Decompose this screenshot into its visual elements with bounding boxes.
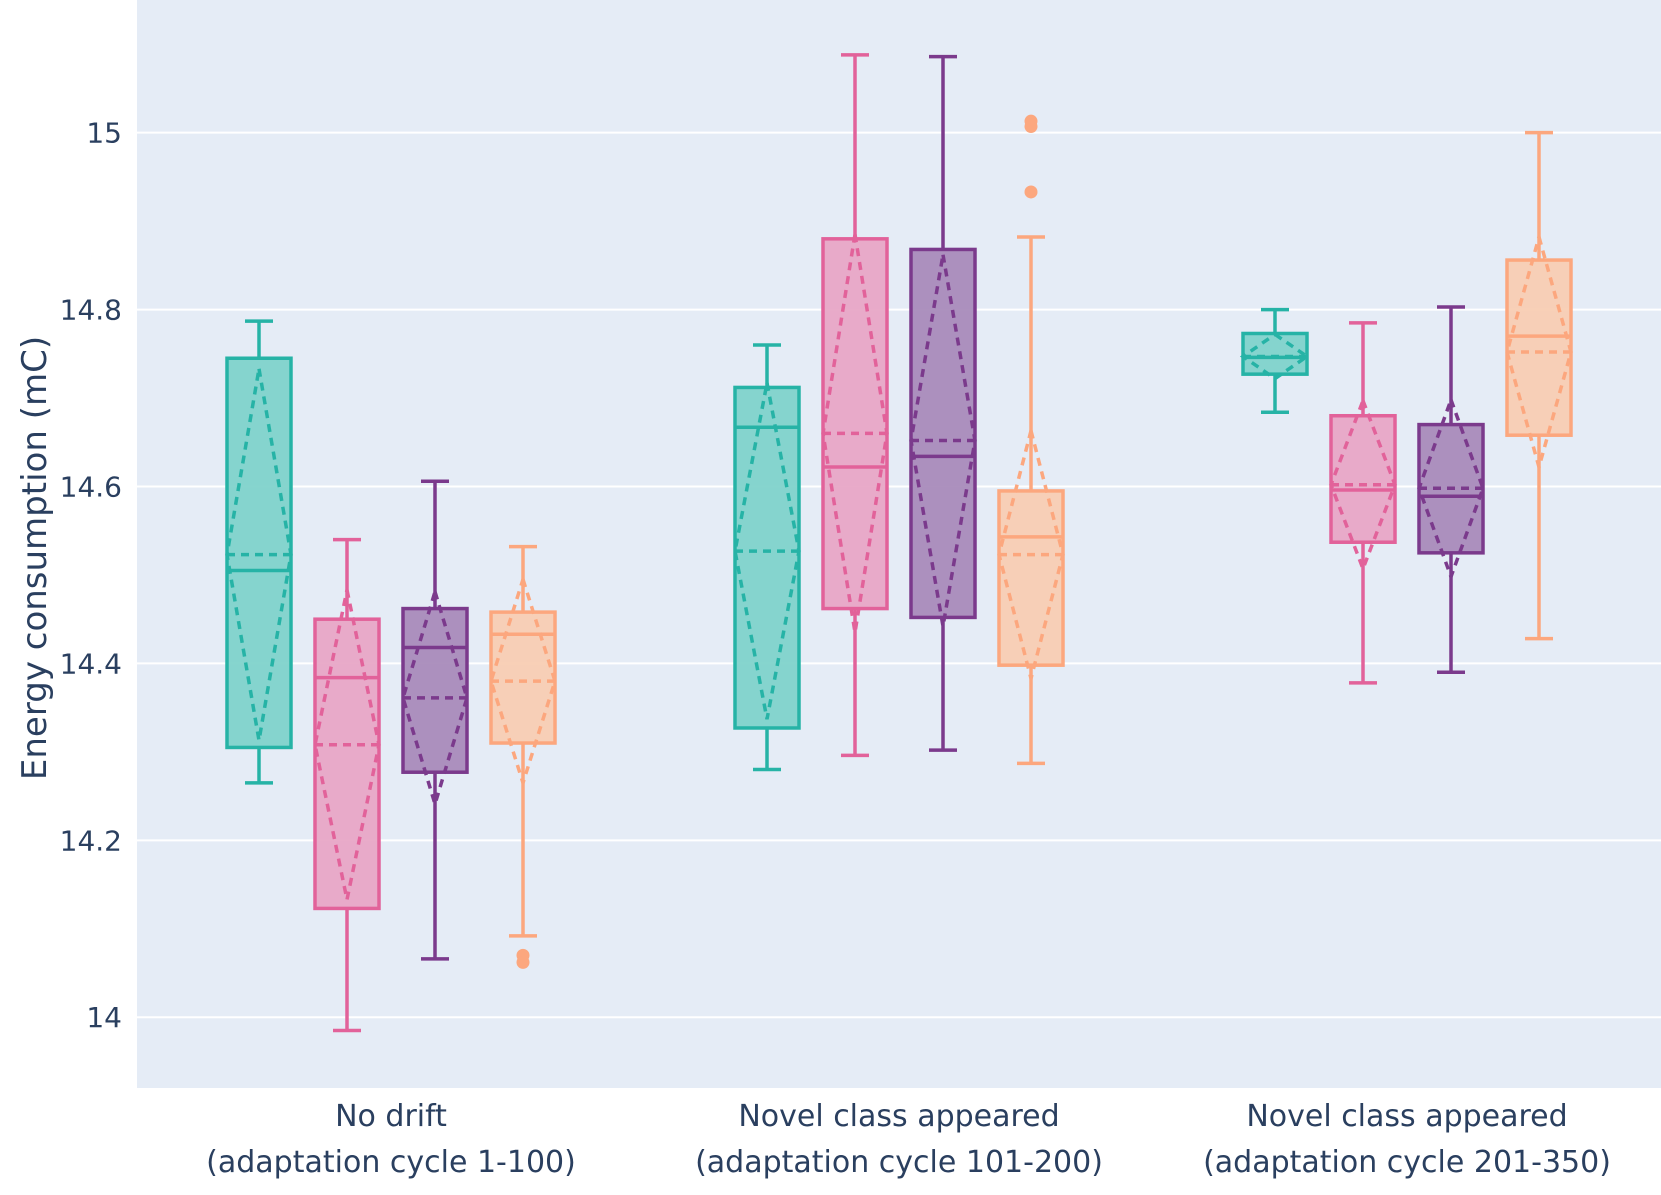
y-tick-label: 14.2 [60,824,122,857]
sd-diamond [1417,394,1485,582]
outlier-point [516,955,530,969]
outlier-point [1024,119,1038,133]
box-series-4-cat-1 [489,544,557,969]
sd-diamond [489,573,557,789]
y-axis-ticks: 14 14.2 14.4 14.6 14.8 15 [60,117,122,1035]
box-body [1241,331,1309,376]
box-body [225,356,293,750]
box-body [313,617,381,911]
sd-diamond [997,423,1065,686]
gridlines [137,131,1661,1019]
y-tick-label: 15 [86,117,122,150]
x-tick-label: (adaptation cycle 1-100) [206,1145,576,1180]
box-body [1329,413,1397,544]
x-tick-label: (adaptation cycle 201-350) [1203,1145,1611,1180]
box-series-2-cat-1 [313,537,381,1033]
y-axis-label: Energy consumption (mC) [15,336,55,780]
sd-diamond [1329,395,1397,574]
y-tick-label: 14.6 [60,471,122,504]
sd-diamond [1505,230,1573,474]
box-series-4-cat-2 [997,114,1065,766]
x-tick-label: Novel class appeared [738,1099,1059,1134]
box-series-2-cat-3 [1329,321,1397,685]
box-body [1505,258,1573,437]
box-body [821,237,889,611]
y-tick-label: 14.4 [60,647,122,680]
box-body [909,247,977,620]
outlier-point [1024,185,1038,199]
y-tick-label: 14 [86,1001,122,1034]
box-body [733,385,801,730]
sd-diamond [1239,332,1311,381]
box-series-3-cat-2 [909,54,977,752]
box-series-4-cat-3 [1505,130,1573,641]
box-series-2-cat-2 [821,53,889,758]
sd-diamond [401,585,469,811]
box-series-1-cat-2 [733,343,801,772]
box-series-3-cat-1 [401,479,469,961]
box-body [401,606,469,774]
box-traces [225,53,1573,1033]
box-series-1-cat-3 [1239,307,1311,414]
x-tick-label: No drift [335,1099,447,1134]
box-series-3-cat-3 [1417,305,1485,675]
x-axis-ticks: No drift (adaptation cycle 1-100) Novel cl… [206,1099,1611,1180]
y-tick-label: 14.8 [60,294,122,327]
plot-background [137,0,1661,1088]
x-tick-label: Novel class appeared [1246,1099,1567,1134]
box-series-1-cat-1 [225,319,293,785]
sd-diamond [733,382,801,720]
box-body [489,610,557,745]
x-tick-label: (adaptation cycle 101-200) [695,1145,1103,1180]
sd-diamond [313,589,381,900]
